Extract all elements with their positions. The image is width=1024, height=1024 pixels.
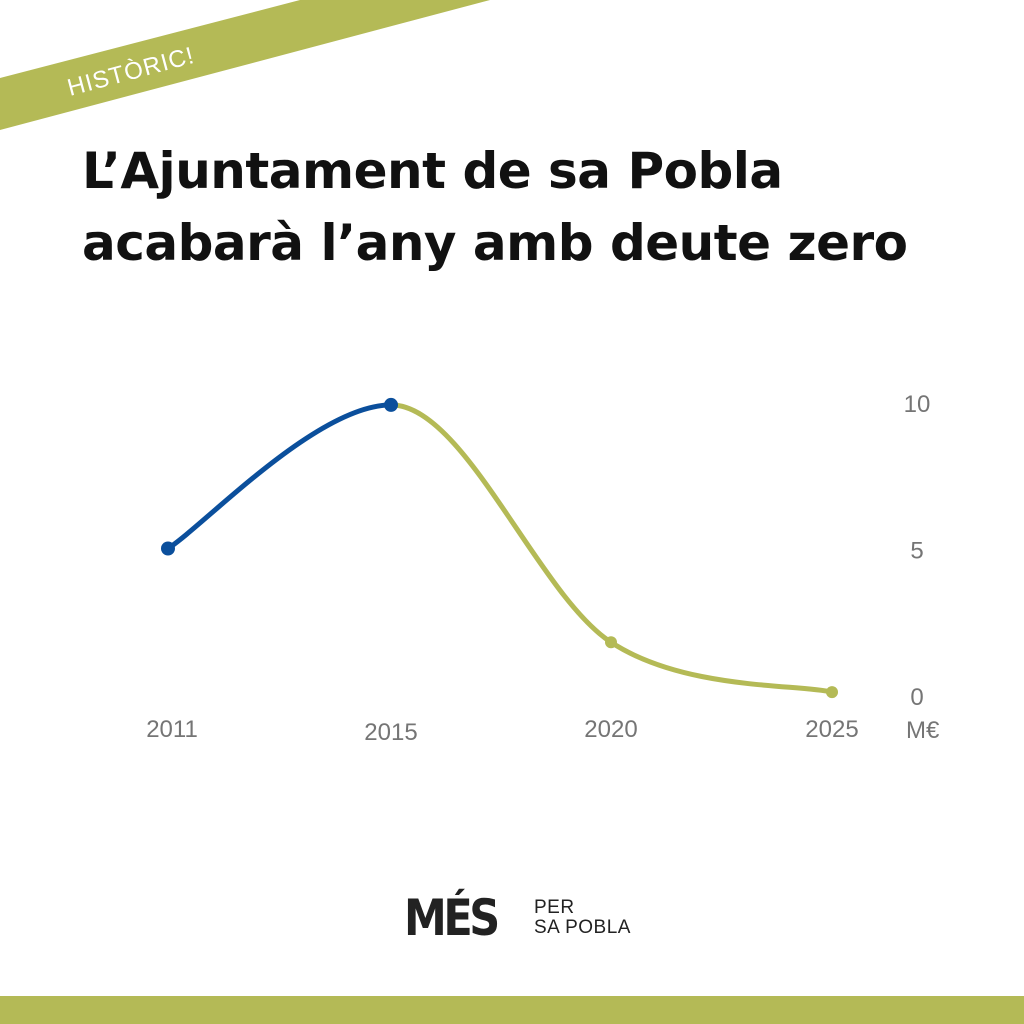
y-tick-label: 0 [910, 684, 923, 711]
page-title: L’Ajuntament de sa Pobla acabarà l’any a… [82, 135, 982, 279]
badge-stripe [0, 0, 490, 130]
logo-line-2: SA POBLA [534, 917, 631, 938]
y-tick-label: 10 [904, 391, 931, 418]
y-tick-label: 5 [910, 538, 923, 565]
title-line-1: L’Ajuntament de sa Pobla [82, 142, 783, 200]
series-line-2 [388, 402, 835, 695]
footer-bar [0, 996, 1024, 1024]
logo-wordmark: MÉS [404, 889, 500, 947]
badge-banner: HISTÒRIC! [0, 0, 490, 130]
x-tick-label: 2011 [146, 716, 198, 743]
series-layer [165, 402, 835, 695]
x-tick-label: 2020 [584, 716, 637, 743]
data-point-2025 [826, 686, 838, 699]
data-point-2020 [605, 636, 617, 649]
series-line-1 [165, 402, 394, 551]
point-layer [161, 397, 838, 699]
title-line-2: acabarà l’any amb deute zero [82, 214, 908, 272]
data-point-2011 [161, 541, 175, 556]
unit-label: M€ [906, 717, 940, 744]
brand-logo: MÉS PER SA POBLA [404, 888, 631, 948]
logo-line-1: PER [534, 897, 575, 918]
x-tick-label: 2025 [805, 716, 858, 743]
x-axis-ticks: 2011 2015 2020 2025 [146, 716, 859, 746]
logo-subtitle: PER SA POBLA [534, 898, 631, 938]
data-point-2015 [384, 397, 398, 412]
y-axis-ticks: 0 5 10 [904, 391, 931, 711]
x-tick-label: 2015 [364, 719, 417, 746]
